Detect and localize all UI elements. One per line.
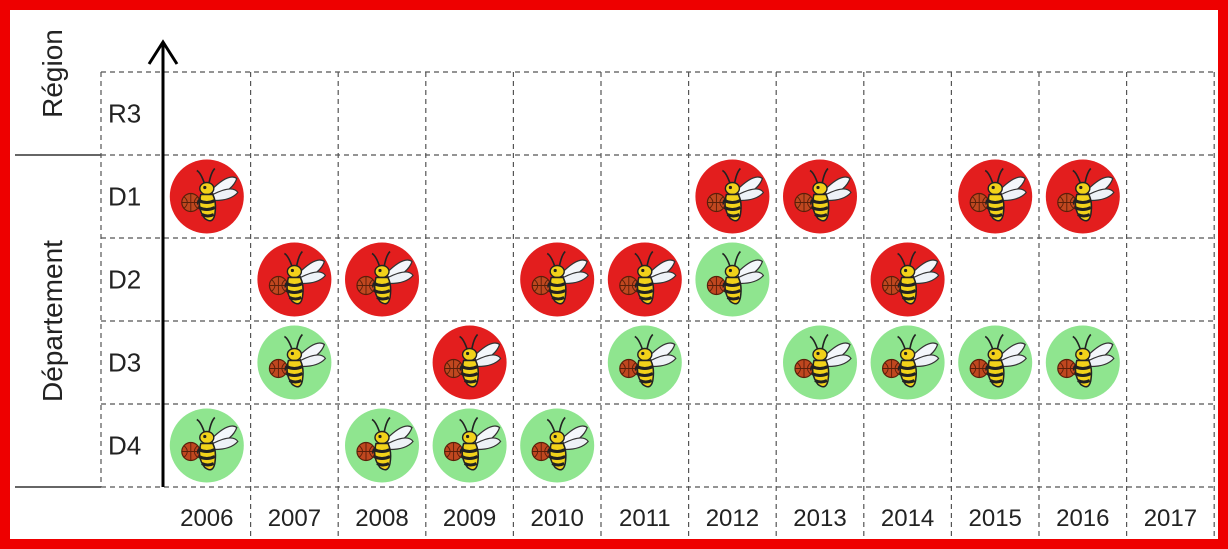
year-label: 2012 <box>706 505 759 532</box>
season-mark <box>345 408 419 483</box>
group-label: Département <box>37 240 68 402</box>
season-mark <box>169 408 244 483</box>
year-label: 2016 <box>1056 505 1109 532</box>
year-label: 2007 <box>268 505 321 532</box>
season-mark <box>432 325 507 400</box>
year-label: 2014 <box>881 505 934 532</box>
season-mark <box>695 159 770 234</box>
level-label: D1 <box>108 182 141 212</box>
labels: Région Département R3 D1 D2 D3 D4 2006 2007 2008 2… <box>37 29 1197 532</box>
year-label: 2015 <box>969 505 1022 532</box>
season-mark <box>1045 159 1120 234</box>
season-mark <box>257 325 332 400</box>
year-label: 2010 <box>531 505 584 532</box>
y-axis-arrow-icon <box>147 39 179 65</box>
grid <box>15 71 1215 537</box>
season-mark <box>958 159 1033 234</box>
season-mark <box>870 325 945 400</box>
year-label: 2017 <box>1144 505 1197 532</box>
season-mark <box>958 325 1033 400</box>
level-label: D2 <box>108 265 141 295</box>
season-mark <box>695 242 770 317</box>
y-axis <box>147 39 179 487</box>
year-label: 2006 <box>180 505 233 532</box>
level-label: D4 <box>108 431 141 461</box>
level-label: D3 <box>108 348 141 378</box>
season-mark <box>607 325 682 400</box>
year-label: 2013 <box>793 505 846 532</box>
season-mark <box>169 159 244 234</box>
year-label: 2008 <box>355 505 408 532</box>
season-mark <box>520 408 595 483</box>
season-mark <box>783 159 857 234</box>
season-mark <box>783 325 857 400</box>
level-label: R3 <box>108 99 141 129</box>
season-mark <box>1045 325 1120 400</box>
season-mark <box>432 408 507 483</box>
season-mark <box>870 242 945 317</box>
season-mark <box>345 242 419 317</box>
group-label: Région <box>37 29 68 118</box>
season-mark <box>607 242 682 317</box>
year-label: 2011 <box>619 505 671 532</box>
marks <box>169 159 1120 483</box>
season-mark <box>520 242 595 317</box>
season-mark <box>257 242 332 317</box>
year-label: 2009 <box>443 505 496 532</box>
